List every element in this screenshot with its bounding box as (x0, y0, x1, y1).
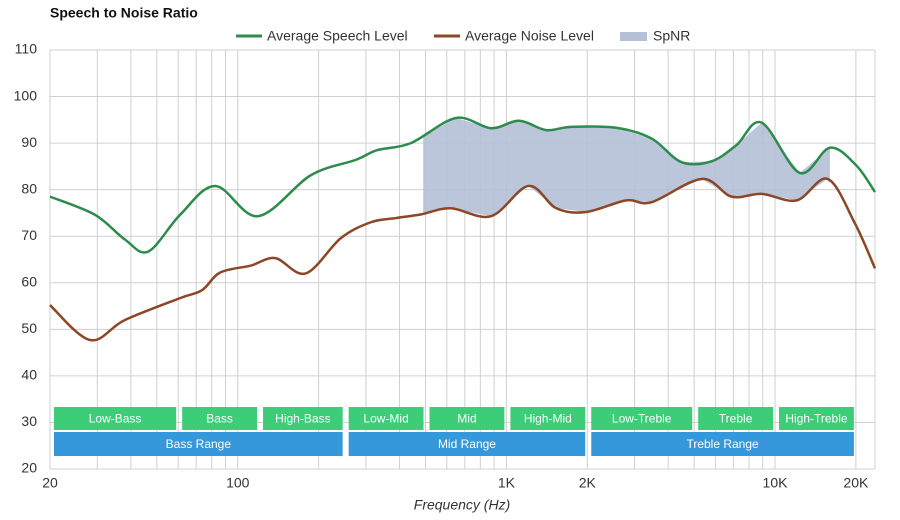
y-tick-label: 100 (14, 87, 38, 103)
band (429, 407, 505, 430)
band-label: High-Mid (524, 412, 572, 426)
band-label: Treble (719, 412, 753, 426)
band (348, 432, 586, 456)
y-tick-label: 50 (21, 320, 37, 336)
legend-label: SpNR (653, 28, 690, 44)
y-tick-label: 30 (21, 413, 37, 429)
band (182, 407, 258, 430)
x-tick-label: 20K (843, 475, 869, 491)
chart-title: Speech to Noise Ratio (50, 5, 198, 21)
y-tick-label: 60 (21, 273, 37, 289)
legend-label: Average Noise Level (465, 28, 594, 44)
x-tick-label: 1K (498, 475, 516, 491)
legend-swatch (620, 32, 647, 41)
band (348, 407, 424, 430)
band-label: Bass Range (166, 437, 232, 451)
band (54, 407, 177, 430)
band (54, 432, 343, 456)
band (510, 407, 586, 430)
x-tick-label: 100 (226, 475, 250, 491)
x-tick-label: 10K (763, 475, 789, 491)
band-label: Bass (206, 412, 233, 426)
band-label: High-Treble (785, 412, 848, 426)
x-axis-label: Frequency (Hz) (414, 497, 510, 513)
band (591, 432, 854, 456)
y-tick-label: 80 (21, 180, 37, 196)
band-label: High-Bass (275, 412, 330, 426)
legend-label: Average Speech Level (267, 28, 408, 44)
band-label: Low-Bass (89, 412, 142, 426)
y-tick-label: 110 (15, 41, 38, 57)
y-tick-label: 40 (21, 367, 37, 383)
line (49, 116, 877, 254)
line (49, 177, 877, 342)
spnr-area (423, 118, 830, 217)
y-tick-label: 20 (21, 460, 37, 476)
band (779, 407, 854, 430)
band (698, 407, 774, 430)
band (591, 407, 693, 430)
band (263, 407, 343, 430)
band-label: Mid Range (438, 437, 496, 451)
band-label: Low-Mid (363, 412, 408, 426)
band-label: Low-Treble (612, 412, 672, 426)
y-tick-label: 90 (21, 134, 37, 150)
x-tick-label: 2K (579, 475, 597, 491)
x-tick-label: 20 (42, 475, 58, 491)
band-label: Treble Range (686, 437, 759, 451)
band-label: Mid (457, 412, 476, 426)
y-tick-label: 70 (21, 227, 37, 243)
